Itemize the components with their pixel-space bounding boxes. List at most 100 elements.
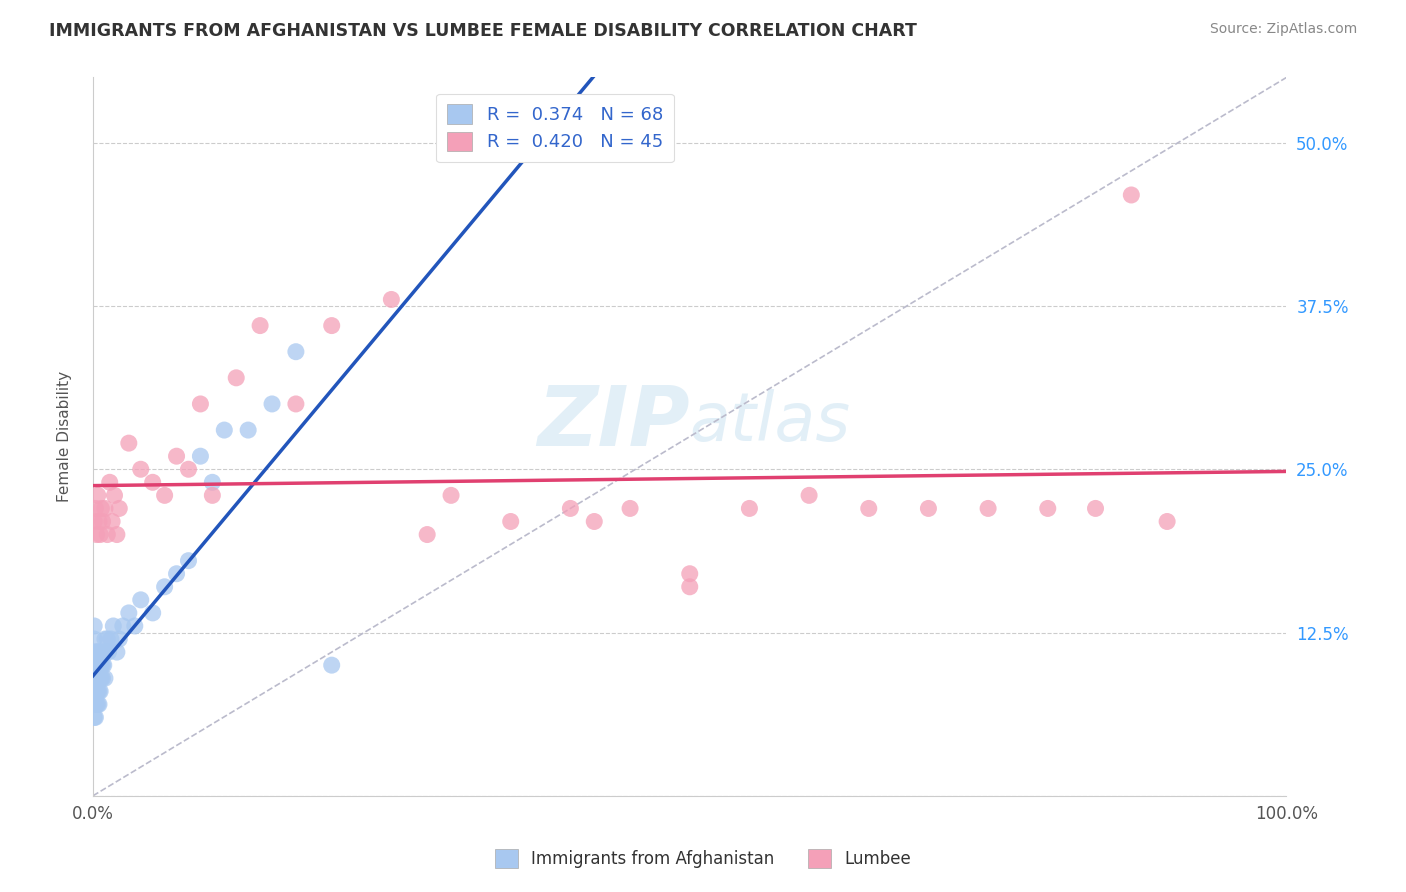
Point: [190, 449, 212, 463]
Point: [83, 698, 105, 712]
Point: [105, 527, 128, 541]
Point: [416, 527, 439, 541]
Point: [108, 632, 131, 646]
Point: [84, 658, 107, 673]
Point: [83, 658, 105, 673]
Point: [153, 580, 176, 594]
Point: [260, 397, 283, 411]
Point: [321, 658, 343, 673]
Point: [153, 488, 176, 502]
Point: [94, 501, 117, 516]
Point: [84, 698, 107, 712]
Point: [93, 645, 115, 659]
Point: [380, 293, 402, 307]
Point: [560, 501, 582, 516]
Point: [917, 501, 939, 516]
Point: [96, 527, 118, 541]
Point: [105, 645, 128, 659]
Point: [177, 554, 200, 568]
Point: [87, 658, 110, 673]
Point: [83, 671, 105, 685]
Point: [1156, 515, 1178, 529]
Point: [797, 488, 820, 502]
Point: [84, 501, 107, 516]
Point: [679, 566, 702, 581]
Point: [87, 645, 110, 659]
Point: [129, 462, 152, 476]
Point: [84, 684, 107, 698]
Point: [103, 488, 125, 502]
Point: [94, 671, 117, 685]
Point: [87, 645, 110, 659]
Point: [87, 671, 110, 685]
Text: Source: ZipAtlas.com: Source: ZipAtlas.com: [1209, 22, 1357, 37]
Point: [91, 671, 114, 685]
Point: [177, 462, 200, 476]
Point: [499, 515, 522, 529]
Point: [1084, 501, 1107, 516]
Text: ZIP: ZIP: [537, 382, 690, 463]
Point: [83, 645, 105, 659]
Point: [87, 671, 110, 685]
Point: [100, 632, 122, 646]
Point: [94, 645, 117, 659]
Point: [201, 488, 224, 502]
Point: [111, 619, 134, 633]
Point: [87, 698, 110, 712]
Point: [86, 684, 108, 698]
Y-axis label: Female Disability: Female Disability: [58, 371, 72, 502]
Point: [86, 671, 108, 685]
Point: [91, 658, 114, 673]
Legend: Immigrants from Afghanistan, Lumbee: Immigrants from Afghanistan, Lumbee: [488, 843, 918, 875]
Point: [679, 580, 702, 594]
Point: [977, 501, 1000, 516]
Point: [83, 684, 105, 698]
Point: [89, 527, 111, 541]
Point: [91, 515, 114, 529]
Point: [142, 606, 165, 620]
Point: [87, 658, 110, 673]
Legend: R =  0.374   N = 68, R =  0.420   N = 45: R = 0.374 N = 68, R = 0.420 N = 45: [436, 94, 673, 162]
Point: [83, 515, 105, 529]
Point: [89, 684, 111, 698]
Point: [89, 671, 111, 685]
Point: [108, 501, 131, 516]
Point: [84, 710, 107, 724]
Point: [238, 423, 260, 437]
Point: [87, 515, 110, 529]
Point: [87, 488, 110, 502]
Point: [90, 671, 112, 685]
Point: [89, 658, 111, 673]
Point: [619, 501, 641, 516]
Point: [124, 619, 146, 633]
Point: [84, 698, 107, 712]
Point: [284, 397, 307, 411]
Text: IMMIGRANTS FROM AFGHANISTAN VS LUMBEE FEMALE DISABILITY CORRELATION CHART: IMMIGRANTS FROM AFGHANISTAN VS LUMBEE FE…: [49, 22, 917, 40]
Point: [93, 658, 115, 673]
Point: [83, 619, 105, 633]
Point: [86, 658, 108, 673]
Point: [83, 632, 105, 646]
Point: [225, 371, 247, 385]
Point: [98, 475, 121, 490]
Point: [86, 645, 108, 659]
Point: [84, 684, 107, 698]
Point: [87, 698, 110, 712]
Point: [190, 397, 212, 411]
Point: [84, 645, 107, 659]
Point: [101, 515, 124, 529]
Point: [84, 671, 107, 685]
Point: [583, 515, 606, 529]
Point: [90, 501, 112, 516]
Point: [1036, 501, 1059, 516]
Point: [1121, 188, 1143, 202]
Point: [118, 436, 141, 450]
Point: [90, 645, 112, 659]
Point: [103, 619, 125, 633]
Point: [142, 475, 165, 490]
Point: [96, 632, 118, 646]
Point: [284, 344, 307, 359]
Point: [166, 449, 188, 463]
Point: [321, 318, 343, 333]
Point: [86, 527, 108, 541]
